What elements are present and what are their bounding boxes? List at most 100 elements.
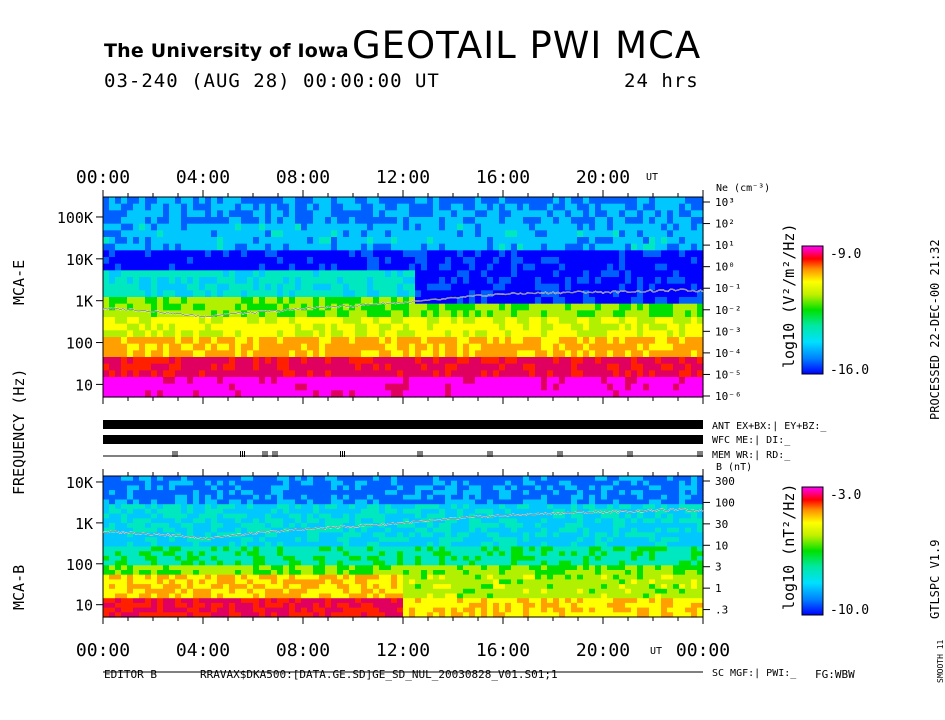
mca-b-cell xyxy=(181,612,188,618)
mca-b-cell xyxy=(403,523,410,529)
mca-b-cell xyxy=(271,508,278,515)
mca-e-cell xyxy=(649,343,656,351)
mca-e-cell xyxy=(643,270,650,278)
mca-b-cell xyxy=(301,588,308,595)
mca-e-cell xyxy=(385,323,392,331)
mca-b-cell xyxy=(283,574,290,580)
mca-b-cell xyxy=(169,598,176,604)
mca-b-cell xyxy=(223,494,230,501)
mca-e-cell xyxy=(409,370,416,378)
mca-b-cell xyxy=(355,523,362,529)
mca-b-cell xyxy=(463,518,470,524)
mca-e-cell xyxy=(253,337,260,345)
mca-b-cell xyxy=(199,532,206,538)
mca-b-cell xyxy=(457,602,464,609)
mca-e-cell xyxy=(511,350,518,358)
mca-e-cell xyxy=(361,350,368,358)
mca-e-cell xyxy=(271,350,278,358)
mca-e-cell xyxy=(469,350,476,358)
mca-b-cell xyxy=(403,570,410,576)
mca-b-cell xyxy=(289,565,296,571)
mca-e-cell xyxy=(613,197,620,205)
mca-b-cell xyxy=(139,485,146,491)
mca-e-cell xyxy=(469,230,476,238)
mca-e-cell xyxy=(271,303,278,311)
mca-e-cell xyxy=(637,263,644,271)
mca-b-cell xyxy=(109,518,116,524)
mca-e-cell xyxy=(547,277,554,285)
mca-b-cell xyxy=(115,485,122,491)
mca-e-cell xyxy=(295,257,302,265)
mca-e-cell xyxy=(331,317,338,325)
mca-e-cell xyxy=(373,303,380,311)
mca-e-cell xyxy=(121,377,128,385)
mca-b-cell xyxy=(271,546,278,552)
mca-e-cell xyxy=(373,270,380,278)
mca-e-cell xyxy=(481,263,488,271)
mca-e-cell xyxy=(583,263,590,271)
mca-e-cell xyxy=(523,337,530,345)
mca-e-cell xyxy=(199,317,206,325)
mca-b-cell xyxy=(307,499,314,505)
mca-e-cell xyxy=(505,317,512,325)
mca-b-cell xyxy=(157,593,164,599)
mca-b-cell xyxy=(427,602,434,609)
mca-e-cell xyxy=(547,210,554,218)
mca-b-cell xyxy=(235,579,242,585)
mca-e-cell xyxy=(391,390,398,398)
mca-e-cell xyxy=(619,330,626,338)
mca-e-cell xyxy=(631,383,638,391)
mca-b-cell xyxy=(469,541,476,548)
mca-e-cell xyxy=(151,277,158,285)
mca-e-cell xyxy=(133,297,140,305)
mca-e-cell xyxy=(247,390,254,398)
mca-e-cell xyxy=(673,343,680,351)
mca-b-cell xyxy=(415,607,422,613)
mca-b-cell xyxy=(343,527,350,533)
mca-e-cell xyxy=(553,290,560,298)
mca-e-cell xyxy=(295,203,302,211)
mca-e-cell xyxy=(505,283,512,291)
mca-b-cell xyxy=(109,546,116,552)
mca-e-cell xyxy=(679,263,686,271)
mca-b-cell xyxy=(121,607,128,613)
mca-b-cell xyxy=(277,523,284,529)
mca-e-cell xyxy=(289,310,296,318)
mca-b-cell xyxy=(469,555,476,562)
mca-e-cell xyxy=(487,317,494,325)
mca-b-cell xyxy=(337,537,344,543)
mca-b-cell xyxy=(487,588,494,595)
mca-e-cell xyxy=(625,303,632,311)
mca-e-cell xyxy=(607,357,614,365)
mca-b-cell xyxy=(277,499,284,505)
mca-e-cell xyxy=(109,317,116,325)
mca-b-cell xyxy=(385,565,392,571)
mca-b-cell xyxy=(211,612,218,618)
mca-e-cell xyxy=(439,377,446,385)
mca-e-cell xyxy=(535,297,542,305)
mca-e-cell xyxy=(481,203,488,211)
mca-b-cell xyxy=(241,518,248,524)
mca-b-cell xyxy=(139,518,146,524)
mca-e-cell xyxy=(361,390,368,398)
mca-b-cell xyxy=(247,598,254,604)
mca-e-cell xyxy=(493,377,500,385)
mca-e-cell xyxy=(355,343,362,351)
mca-e-cell xyxy=(325,197,332,205)
mca-b-cell xyxy=(319,551,326,557)
mca-b-cell xyxy=(247,541,254,548)
mca-e-cell xyxy=(205,237,212,245)
mca-e-cell xyxy=(211,323,218,331)
mca-e-cell xyxy=(439,363,446,371)
mca-e-cell xyxy=(607,243,614,251)
mca-e-cell xyxy=(103,317,110,325)
mca-e-cell xyxy=(373,283,380,291)
mca-e-cell xyxy=(205,317,212,325)
mca-b-cell xyxy=(463,523,470,529)
mca-e-cell xyxy=(559,270,566,278)
mca-e-cell xyxy=(193,257,200,265)
mca-e-cell xyxy=(637,303,644,311)
mca-b-cell xyxy=(289,593,296,599)
mca-e-cell xyxy=(631,363,638,371)
mca-b-cell xyxy=(151,570,158,576)
